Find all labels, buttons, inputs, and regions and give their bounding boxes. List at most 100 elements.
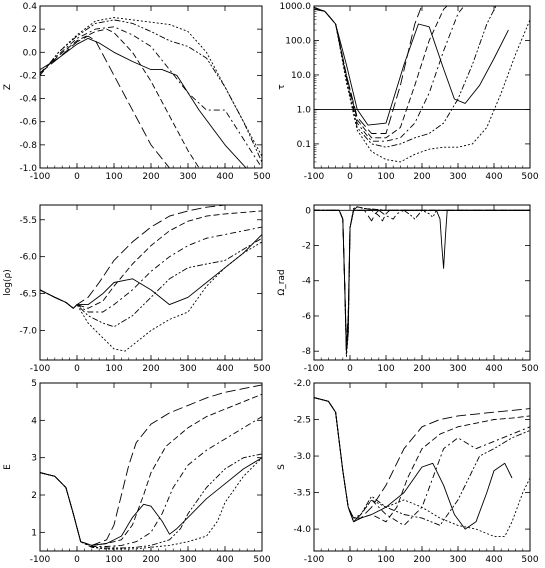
y-tick-label: -0.6	[19, 118, 37, 128]
x-tick-label: 200	[142, 172, 159, 182]
x-tick-label: 300	[449, 364, 466, 374]
x-tick-label: 400	[485, 555, 502, 565]
y-tick-label: 0.2	[23, 25, 37, 35]
x-tick-label: -100	[304, 172, 325, 182]
x-tick-label: 400	[216, 555, 233, 565]
y-axis-label: E	[3, 464, 13, 470]
y-tick-label: 1	[31, 528, 37, 538]
x-tick-label: 100	[377, 364, 394, 374]
y-tick-label: -0.2	[19, 71, 37, 81]
x-tick-label: -100	[30, 555, 51, 565]
x-tick-label: 300	[449, 172, 466, 182]
y-tick-label: -6.0	[19, 253, 37, 263]
series-line-5	[314, 6, 497, 148]
series-line-4	[40, 416, 262, 547]
panel-tau: -100 0 100 200 300 400 500 0.1 1.0 10.0 100.0 1000.…	[277, 2, 539, 182]
x-tick-label: 500	[253, 172, 270, 182]
series-line-1	[40, 37, 247, 168]
series-line-2	[40, 205, 231, 309]
y-tick-label: 10.0	[291, 71, 311, 81]
x-tick-label: 100	[377, 555, 394, 565]
series-line-2	[40, 35, 171, 168]
y-tick-label: 1.0	[297, 105, 312, 115]
x-tick-label: 0	[347, 555, 353, 565]
y-tick-label: 0.1	[297, 140, 311, 150]
x-tick-label: 500	[521, 364, 538, 374]
series-line-4	[314, 397, 530, 526]
y-tick-label: -8	[302, 347, 311, 357]
series-line-6	[314, 397, 530, 537]
series-line-2	[314, 6, 423, 134]
y-tick-label: -5.5	[19, 216, 37, 226]
series-line-6	[40, 241, 262, 352]
x-tick-label: 200	[413, 555, 430, 565]
y-axis-label: Z	[3, 84, 13, 90]
series-line-6	[40, 457, 262, 550]
x-tick-label: -100	[30, 172, 51, 182]
y-tick-label: -2	[302, 242, 311, 252]
y-tick-label: 0.0	[23, 48, 38, 58]
series-line-5	[40, 453, 262, 549]
x-tick-label: 400	[216, 172, 233, 182]
y-tick-label: -4.0	[293, 525, 311, 535]
y-tick-label: -3.0	[293, 452, 311, 462]
y-tick-label: -0.4	[19, 95, 37, 105]
series-line-2	[314, 397, 530, 523]
series-line-3	[40, 210, 262, 309]
plot-frame	[313, 5, 531, 169]
x-tick-label: 200	[142, 555, 159, 565]
x-tick-label: 300	[179, 172, 196, 182]
series-line-5	[40, 237, 262, 328]
series-line-2	[40, 384, 262, 546]
x-tick-label: 300	[449, 555, 466, 565]
series-line-6	[40, 17, 262, 157]
y-tick-label: -3.5	[293, 489, 311, 499]
panel-logrho: -100 0 100 200 300 400 500 -7.0 -6.5 -6.0 -5.5 log(…	[3, 204, 271, 374]
y-axis-label: τ	[277, 84, 287, 89]
panel-E: -100 0 100 200 300 400 500 1 2 3 4 5 E	[3, 379, 271, 565]
y-tick-label: -1.0	[19, 164, 37, 174]
x-tick-label: 0	[74, 555, 80, 565]
y-tick-label: -6.5	[19, 290, 37, 300]
x-tick-label: 500	[253, 555, 270, 565]
y-tick-label: 100.0	[285, 36, 311, 46]
y-axis-label: S	[277, 464, 287, 470]
series-line-4	[314, 6, 465, 142]
y-tick-label: -0.8	[19, 141, 37, 151]
y-tick-label: 0.4	[23, 2, 38, 12]
series-line-1	[314, 7, 509, 126]
x-tick-label: 200	[413, 364, 430, 374]
plot-frame	[39, 204, 263, 361]
x-tick-label: 0	[74, 364, 80, 374]
x-tick-label: -100	[30, 364, 51, 374]
y-tick-label: 0	[305, 206, 311, 216]
y-axis-label: Ω_rad	[277, 269, 287, 295]
x-tick-label: 200	[413, 172, 430, 182]
x-tick-label: 400	[485, 172, 502, 182]
y-tick-label: -7.0	[19, 326, 37, 336]
series-line-6	[314, 206, 530, 357]
series-line-3	[314, 397, 530, 523]
x-tick-label: 0	[74, 172, 80, 182]
series-line-4	[40, 26, 262, 168]
y-tick-label: -2.5	[293, 416, 311, 426]
x-tick-label: 500	[253, 364, 270, 374]
x-tick-label: 0	[347, 172, 353, 182]
series-line-1	[314, 397, 513, 530]
x-tick-label: 500	[521, 172, 538, 182]
x-tick-label: 100	[377, 172, 394, 182]
series-line-1	[40, 457, 262, 546]
series-line-3	[40, 28, 200, 168]
x-tick-label: 400	[216, 364, 233, 374]
y-tick-label: 5	[31, 379, 37, 389]
series-line-3	[314, 6, 448, 139]
y-axis-label: log(ρ)	[3, 269, 13, 295]
y-tick-label: 3	[31, 454, 37, 464]
y-tick-label: 1000.0	[280, 2, 312, 12]
x-tick-label: 300	[179, 364, 196, 374]
y-tick-label: 4	[31, 416, 37, 426]
x-tick-label: -100	[304, 555, 325, 565]
series-line-6	[314, 7, 530, 163]
series-line-3	[40, 393, 262, 546]
x-tick-label: -100	[304, 364, 325, 374]
